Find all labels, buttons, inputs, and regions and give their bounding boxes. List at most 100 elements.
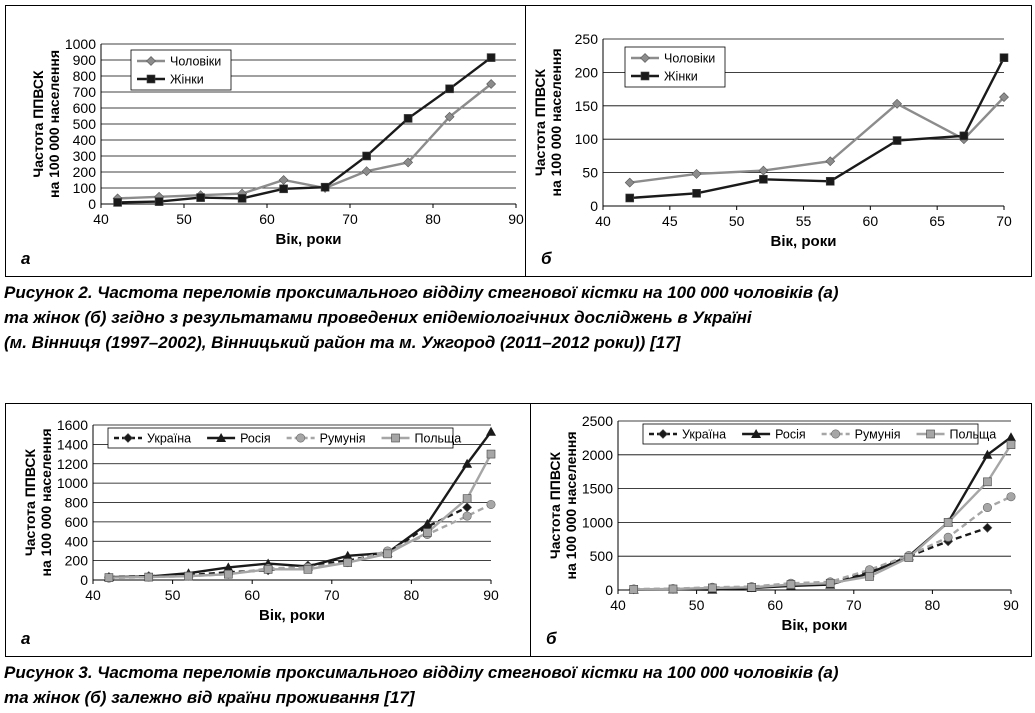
data-point bbox=[462, 502, 473, 513]
x-tick-label: 50 bbox=[176, 211, 192, 227]
data-point bbox=[865, 572, 874, 581]
legend-marker bbox=[146, 56, 156, 66]
y-tick-label: 900 bbox=[73, 52, 97, 68]
x-tick-label: 65 bbox=[929, 213, 945, 229]
series-Польща bbox=[104, 449, 496, 582]
legend-marker bbox=[391, 433, 400, 443]
y-tick-label: 200 bbox=[73, 164, 97, 180]
series-Росія bbox=[103, 426, 496, 582]
panel-letter: б bbox=[546, 629, 557, 648]
chart-fig3a: 0 200 400 600 800 1000 1200 1400 1600 40 50 60 70 80 9… bbox=[21, 417, 499, 648]
legend-marker bbox=[640, 53, 650, 63]
x-tick-label: 60 bbox=[244, 587, 260, 603]
legend-marker bbox=[216, 433, 227, 442]
data-point bbox=[383, 549, 392, 559]
y-tick-label: 0 bbox=[605, 582, 613, 598]
data-point bbox=[668, 584, 678, 594]
y-tick-label: 400 bbox=[65, 533, 89, 549]
y-tick-label: 100 bbox=[575, 131, 599, 147]
data-point bbox=[691, 169, 702, 179]
data-point bbox=[747, 582, 756, 592]
x-tick-label: 40 bbox=[85, 587, 101, 603]
x-axis-label: Вік, роки bbox=[782, 617, 848, 634]
data-point bbox=[904, 553, 914, 562]
y-axis-label-line: на 100 000 населення bbox=[563, 431, 579, 579]
series-line bbox=[633, 444, 1013, 591]
y-tick-label: 2500 bbox=[582, 413, 613, 429]
y-tick-label: 50 bbox=[582, 165, 598, 181]
chart-fig2b: 0 50 100 150 200 250 40 45 50 55 60 65 70 Вік, роки Ча… bbox=[532, 31, 1012, 268]
data-point bbox=[943, 518, 953, 527]
panel-letter: б bbox=[541, 249, 552, 268]
data-point bbox=[825, 156, 836, 167]
data-point bbox=[320, 182, 330, 192]
x-tick-label: 90 bbox=[483, 587, 499, 603]
data-point bbox=[184, 571, 193, 581]
x-tick-label: 70 bbox=[996, 213, 1012, 229]
data-point bbox=[1006, 492, 1016, 502]
y-tick-label: 800 bbox=[73, 68, 97, 84]
x-axis-label: Вік, роки bbox=[771, 233, 837, 250]
panel-letter: а bbox=[21, 629, 30, 648]
data-point bbox=[423, 528, 432, 537]
series-Жінки bbox=[625, 53, 1009, 203]
data-point bbox=[983, 477, 992, 487]
x-tick-label: 80 bbox=[404, 587, 420, 603]
legend-label: Чоловіки bbox=[170, 55, 221, 69]
legend-marker bbox=[658, 429, 668, 439]
data-point bbox=[624, 177, 635, 188]
legend: Україна Росія Румунія Польща bbox=[107, 427, 461, 449]
data-point bbox=[486, 426, 496, 436]
legend: Чоловіки Жінки bbox=[624, 46, 726, 88]
legend-label: Жінки bbox=[664, 70, 698, 84]
data-point bbox=[486, 53, 496, 62]
data-point bbox=[892, 98, 902, 109]
series-line bbox=[117, 83, 492, 200]
y-tick-label: 1200 bbox=[57, 456, 88, 472]
series-Польща bbox=[629, 440, 1016, 594]
y-axis-label: Частота ППВСКна 100 000 населення bbox=[532, 48, 564, 196]
legend-label: Румунія bbox=[320, 432, 366, 446]
data-point bbox=[625, 193, 635, 203]
legend-label: Румунія bbox=[855, 428, 901, 442]
x-tick-label: 80 bbox=[425, 211, 441, 227]
x-tick-label: 60 bbox=[767, 597, 783, 613]
x-tick-label: 70 bbox=[342, 211, 358, 227]
legend-marker bbox=[751, 429, 762, 438]
data-point bbox=[279, 184, 288, 194]
y-tick-label: 700 bbox=[73, 84, 97, 100]
chart-fig3b: 0 500 1000 1500 2000 2500 40 50 60 70 80 90 Вік, рок… bbox=[546, 413, 1019, 648]
series-line bbox=[108, 506, 468, 579]
y-axis-label-line: Частота ППВСК bbox=[547, 451, 563, 559]
series-line bbox=[633, 436, 1012, 591]
legend-label: Росія bbox=[240, 432, 271, 446]
data-point bbox=[144, 572, 154, 582]
y-axis-label-line: на 100 000 населення bbox=[548, 48, 564, 196]
data-point bbox=[629, 585, 639, 594]
data-point bbox=[486, 449, 496, 459]
y-tick-label: 200 bbox=[65, 553, 89, 569]
data-point bbox=[237, 194, 247, 203]
y-tick-label: 0 bbox=[590, 198, 598, 214]
data-point bbox=[758, 165, 769, 176]
x-tick-label: 90 bbox=[508, 211, 524, 227]
data-point bbox=[825, 176, 835, 186]
figure2-caption: Рисунок 2. Частота переломів проксимальн… bbox=[4, 280, 839, 355]
data-point bbox=[462, 494, 472, 503]
y-axis-label: Частота ППВСКна 100 000 населення bbox=[22, 428, 54, 576]
data-point bbox=[154, 197, 164, 206]
caption-line: та жінок (б) залежно від країни проживан… bbox=[4, 688, 415, 707]
data-point bbox=[959, 131, 969, 141]
x-tick-label: 40 bbox=[93, 211, 109, 227]
data-point bbox=[224, 569, 233, 579]
data-point bbox=[361, 166, 372, 177]
figure3-panel-a: 0 200 400 600 800 1000 1200 1400 1600 40 50 60 70 80 9… bbox=[5, 403, 532, 657]
x-tick-label: 55 bbox=[796, 213, 812, 229]
y-tick-label: 250 bbox=[575, 31, 599, 47]
legend: Україна Росія Румунія Польща bbox=[642, 423, 996, 445]
y-tick-label: 500 bbox=[73, 116, 97, 132]
y-tick-label: 1400 bbox=[57, 436, 88, 452]
series-line bbox=[117, 56, 492, 204]
legend-label: Україна bbox=[682, 428, 726, 442]
